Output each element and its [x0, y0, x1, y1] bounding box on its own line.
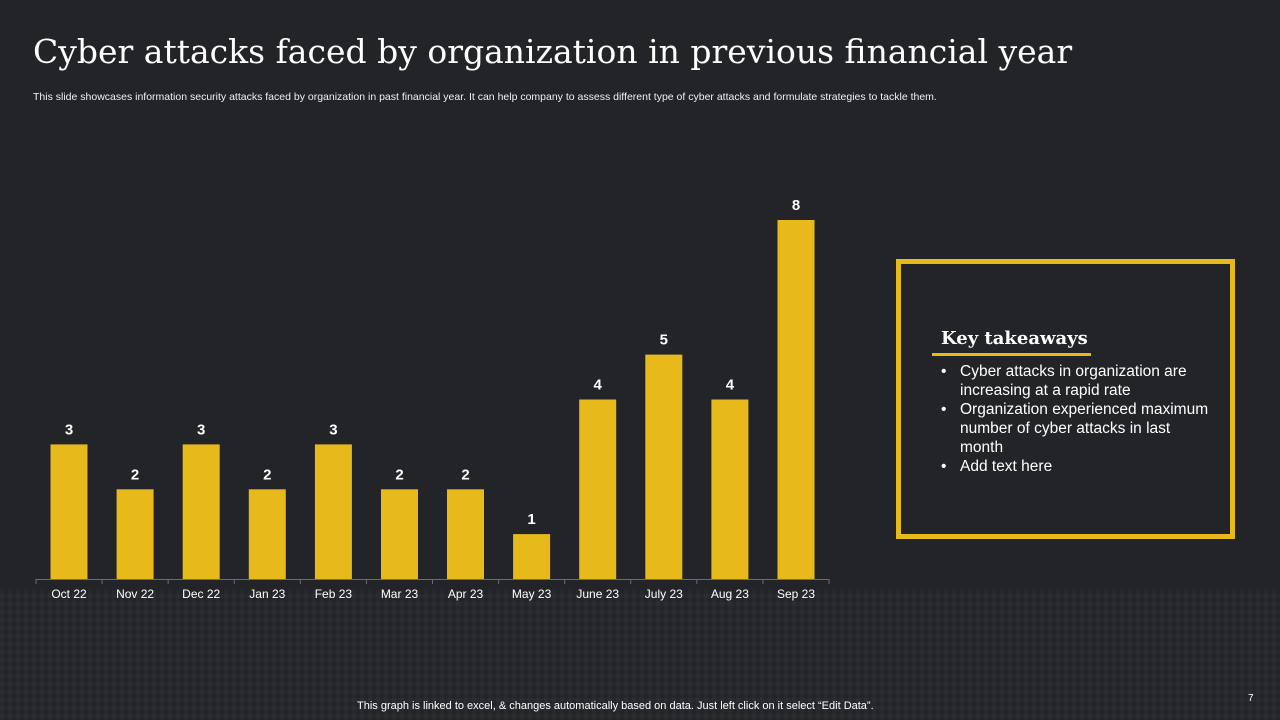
key-takeaways-title: Key takeaways — [941, 328, 1088, 349]
data-label: 3 — [329, 421, 337, 438]
page-title: Cyber attacks faced by organization in p… — [33, 32, 1073, 71]
data-label: 2 — [131, 466, 139, 483]
x-tick-label: July 23 — [645, 587, 683, 601]
takeaway-item: Organization experienced maximum number … — [941, 400, 1211, 457]
data-label: 2 — [395, 466, 403, 483]
x-tick-label: Aug 23 — [711, 587, 749, 601]
data-label: 3 — [65, 421, 73, 438]
data-label: 3 — [197, 421, 205, 438]
page-subtitle: This slide showcases information securit… — [33, 91, 937, 103]
key-takeaways-underline — [932, 353, 1091, 356]
bar-mar-23[interactable] — [381, 489, 418, 580]
bar-sep-23[interactable] — [777, 220, 815, 579]
bar-july-23[interactable] — [645, 354, 683, 579]
page-number: 7 — [1248, 693, 1254, 704]
bar-dec-22[interactable] — [182, 444, 220, 579]
x-tick-label: Sep 23 — [777, 587, 815, 601]
x-tick-label: Feb 23 — [315, 587, 353, 601]
key-takeaways-box: Key takeaways Cyber attacks in organizat… — [896, 259, 1235, 539]
x-tick-label: Oct 22 — [51, 587, 87, 601]
data-label: 1 — [527, 511, 535, 528]
bar-feb-23[interactable] — [314, 444, 352, 579]
bar-apr-23[interactable] — [447, 489, 484, 580]
x-tick-label: Jan 23 — [249, 587, 285, 601]
data-label: 2 — [461, 466, 469, 483]
x-tick-label: May 23 — [512, 587, 552, 601]
key-takeaways-list: Cyber attacks in organization are increa… — [941, 362, 1211, 476]
bar-june-23[interactable] — [579, 399, 617, 580]
bar-oct-22[interactable] — [50, 444, 88, 579]
x-tick-label: Mar 23 — [381, 587, 419, 601]
footer-note: This graph is linked to excel, & changes… — [357, 700, 874, 712]
background-pattern — [0, 590, 1280, 720]
takeaway-item: Cyber attacks in organization are increa… — [941, 362, 1211, 400]
bar-aug-23[interactable] — [711, 399, 749, 580]
bar-may-23[interactable] — [513, 534, 551, 579]
data-label: 4 — [726, 377, 735, 394]
bar-nov-22[interactable] — [116, 489, 154, 580]
bar-jan-23[interactable] — [248, 489, 286, 580]
data-label: 8 — [792, 197, 800, 214]
bar-chart[interactable]: 3 Oct 22 2 Nov 22 3 Dec 22 2 Jan 23 3 Feb 23 2 Mar … — [0, 150, 860, 620]
x-tick-label: Apr 23 — [448, 587, 484, 601]
x-tick-label: Nov 22 — [116, 587, 154, 601]
data-label: 4 — [594, 377, 603, 394]
data-label: 5 — [660, 332, 668, 349]
x-tick-label: June 23 — [576, 587, 619, 601]
x-tick-label: Dec 22 — [182, 587, 220, 601]
takeaway-item: Add text here — [941, 457, 1211, 476]
data-label: 2 — [263, 466, 271, 483]
